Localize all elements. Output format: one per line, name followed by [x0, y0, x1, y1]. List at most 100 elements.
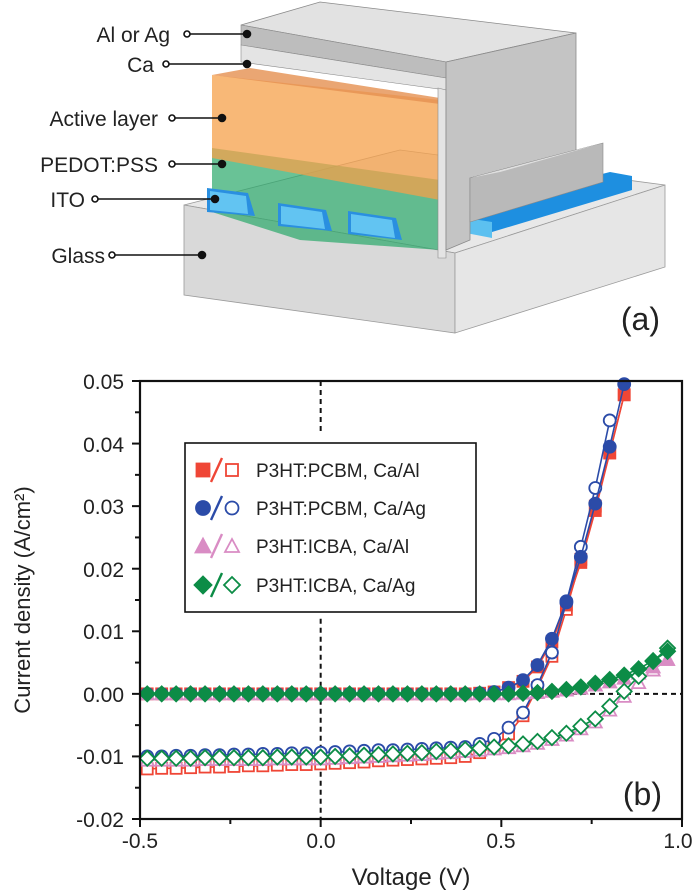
- data-point: [427, 685, 446, 703]
- data-point: [225, 685, 243, 703]
- data-point: [225, 748, 243, 767]
- y-tick-label: 0.03: [83, 496, 124, 519]
- data-point: [485, 738, 503, 756]
- legend-marker-open: [222, 575, 242, 595]
- data-point: [398, 744, 417, 763]
- active-layer-top: [212, 68, 440, 104]
- y-axis-label: Current density (A/cm²): [10, 486, 35, 713]
- data-point: [514, 684, 532, 703]
- x-axis-label: Voltage (V): [352, 864, 471, 891]
- data-point: [311, 685, 330, 703]
- data-point: [311, 748, 330, 766]
- data-point: [543, 682, 561, 701]
- electrode-ledge-top: [470, 143, 603, 178]
- axis-ticks: [132, 380, 683, 827]
- legend-marker-filled: [195, 500, 211, 516]
- data-point: [545, 631, 559, 646]
- data-point: [181, 685, 200, 703]
- legend-marker-filled: [193, 536, 213, 554]
- data-point: [167, 685, 185, 703]
- legend-marker-open: [225, 463, 239, 477]
- data-point: [138, 685, 156, 703]
- legend-slash: [209, 572, 224, 598]
- data-point: [530, 658, 545, 672]
- data-point: [369, 745, 388, 764]
- legend-slash: [209, 533, 224, 559]
- data-point: [602, 439, 617, 454]
- ito-pads: [207, 188, 402, 240]
- data-point: [572, 717, 590, 736]
- data-point: [615, 666, 633, 684]
- data-point: [355, 685, 373, 703]
- legend-marker-open: [224, 500, 240, 516]
- data-point: [239, 685, 258, 703]
- data-point: [456, 685, 474, 703]
- data-point: [254, 748, 272, 767]
- data-point: [138, 749, 156, 768]
- data-point: [543, 728, 561, 747]
- data-point: [545, 645, 559, 660]
- legend: P3HT:PCBM, Ca/Al P3HT:PCBM, Ca/Ag P3HT:I…: [184, 442, 477, 613]
- data-point: [326, 747, 344, 766]
- legend-markers: [193, 457, 242, 598]
- glass-right-face: [454, 184, 666, 334]
- data-point: [268, 748, 287, 766]
- data-point: [615, 682, 633, 701]
- data-point: [196, 685, 214, 703]
- legend-label: P3HT:PCBM, Ca/Ag: [256, 499, 426, 520]
- y-tick-label: 0.04: [83, 434, 124, 457]
- data-point: [282, 748, 301, 766]
- data-point: [369, 685, 388, 703]
- data-point: [644, 651, 662, 670]
- data-point: [355, 746, 373, 764]
- data-point: [470, 685, 489, 703]
- y-tick-label: 0.05: [83, 371, 124, 394]
- data-point: [427, 742, 446, 761]
- data-point: [572, 678, 590, 696]
- leader-lines: [91, 29, 252, 260]
- data-point: [181, 749, 200, 768]
- data-point: [441, 742, 460, 760]
- data-point: [559, 594, 574, 609]
- data-point: [588, 496, 603, 511]
- data-point: [297, 748, 315, 766]
- x-tick-labels: -0.5 0.0 0.5 1.0: [122, 830, 693, 853]
- data-point: [516, 705, 530, 720]
- data-point: [384, 745, 402, 763]
- data-point: [340, 685, 359, 703]
- chart-marks: [138, 377, 682, 819]
- legend-marker-open: [223, 537, 241, 553]
- data-point: [441, 685, 460, 703]
- data-point: [557, 724, 576, 743]
- series-line: [147, 394, 625, 770]
- legend-marker-filled: [195, 462, 211, 478]
- data-point: [586, 710, 605, 728]
- legend-label: P3HT:ICBA, Ca/Ag: [256, 576, 415, 597]
- data-point: [326, 685, 344, 703]
- series-3-open: [138, 639, 677, 768]
- data-point: [456, 740, 474, 759]
- x-tick-label: 1.0: [663, 830, 692, 853]
- data-point: [152, 749, 171, 768]
- legend-slash: [209, 457, 224, 483]
- y-tick-label: -0.01: [76, 746, 124, 769]
- data-point: [600, 670, 619, 689]
- electrode-wall: [437, 87, 447, 259]
- data-point: [254, 685, 272, 703]
- data-point: [499, 737, 518, 755]
- x-tick-label: 0.5: [486, 830, 515, 853]
- series-3-filled: [138, 642, 677, 703]
- legend-label: P3HT:ICBA, Ca/Al: [256, 537, 409, 558]
- data-point: [629, 660, 648, 678]
- data-point: [413, 743, 431, 762]
- data-point: [658, 642, 677, 661]
- panel-label-b: (b): [623, 776, 662, 812]
- y-tick-label: 0.02: [83, 559, 124, 582]
- data-point: [152, 685, 171, 703]
- data-point: [557, 680, 576, 699]
- data-point: [210, 685, 229, 703]
- data-point: [340, 747, 359, 765]
- series-line: [147, 647, 669, 760]
- x-tick-label: -0.5: [122, 830, 158, 853]
